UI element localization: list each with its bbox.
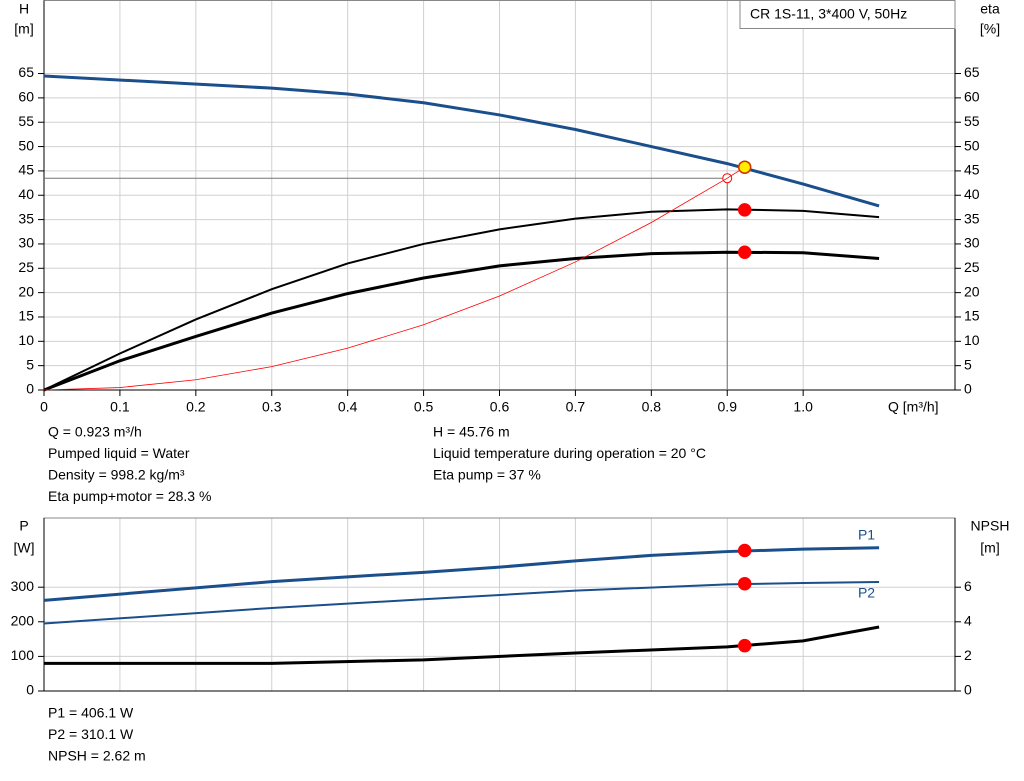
info-text: Pumped liquid = Water xyxy=(48,445,190,461)
operating-point xyxy=(737,203,752,217)
operating-point xyxy=(737,638,752,653)
y-tick-label: 10 xyxy=(18,332,34,348)
curve xyxy=(43,208,880,391)
y2-tick-label: 4 xyxy=(964,613,972,629)
info-text: Eta pump+motor = 28.3 % xyxy=(48,488,211,504)
y2-axis-label: eta xyxy=(980,1,1000,17)
x-axis-label: Q [m³/h] xyxy=(888,399,939,415)
info-text: P1 = 406.1 W xyxy=(48,705,134,721)
x-tick-label: 0 xyxy=(40,399,48,415)
y-axis-label: H xyxy=(19,1,29,17)
y2-axis-unit: [%] xyxy=(980,21,1000,37)
y-tick-label: 40 xyxy=(18,186,34,202)
x-tick-label: 0.3 xyxy=(262,399,282,415)
y-tick-label: 30 xyxy=(18,235,34,251)
y-tick-label: 5 xyxy=(26,356,34,372)
curve xyxy=(44,625,880,665)
y2-axis-unit: [m] xyxy=(980,540,999,556)
chart-title: CR 1S-11, 3*400 V, 50Hz xyxy=(750,6,907,22)
info-text: Density = 998.2 kg/m³ xyxy=(48,467,185,483)
y-tick-label: 50 xyxy=(18,137,34,153)
curve xyxy=(43,166,745,391)
info-text: P2 = 310.1 W xyxy=(48,726,134,742)
info-text: Liquid temperature during operation = 20… xyxy=(433,445,706,461)
y-axis-unit: [W] xyxy=(14,540,35,556)
operating-point xyxy=(737,160,752,174)
info-text: NPSH = 2.62 m xyxy=(48,748,146,764)
x-tick-label: 0.1 xyxy=(110,399,130,415)
curve xyxy=(43,250,880,392)
y-tick-label: 55 xyxy=(18,113,34,129)
y2-tick-label: 55 xyxy=(964,113,980,129)
y-tick-label: 0 xyxy=(26,381,34,397)
y2-tick-label: 35 xyxy=(964,210,980,226)
y2-tick-label: 5 xyxy=(964,356,972,372)
x-tick-label: 0.4 xyxy=(338,399,358,415)
y2-tick-label: 10 xyxy=(964,332,980,348)
y-tick-label: 60 xyxy=(18,89,34,105)
x-tick-label: 0.2 xyxy=(186,399,206,415)
x-tick-label: 0.9 xyxy=(718,399,738,415)
x-tick-label: 1.0 xyxy=(793,399,813,415)
y2-tick-label: 65 xyxy=(964,64,980,80)
info-text: Eta pump = 37 % xyxy=(433,467,541,483)
y2-tick-label: 30 xyxy=(964,235,980,251)
y-tick-label: 65 xyxy=(18,64,34,80)
y2-tick-label: 40 xyxy=(964,186,980,202)
y-tick-label: 25 xyxy=(18,259,34,275)
x-tick-label: 0.8 xyxy=(642,399,662,415)
y2-tick-label: 2 xyxy=(964,647,972,663)
y2-tick-label: 60 xyxy=(964,89,980,105)
y2-tick-label: 6 xyxy=(964,578,972,594)
operating-point xyxy=(737,543,752,558)
y-tick-label: 35 xyxy=(18,210,34,226)
info-text: H = 45.76 m xyxy=(433,424,510,440)
y-tick-label: 20 xyxy=(18,283,34,299)
y-tick-label: 15 xyxy=(18,308,34,324)
x-tick-label: 0.6 xyxy=(490,399,510,415)
y2-tick-label: 15 xyxy=(964,308,980,324)
operating-point xyxy=(737,576,752,591)
y-tick-label: 0 xyxy=(26,682,34,698)
y2-tick-label: 45 xyxy=(964,162,980,178)
info-text: Q = 0.923 m³/h xyxy=(48,424,142,440)
y2-tick-label: 25 xyxy=(964,259,980,275)
y2-tick-label: 50 xyxy=(964,137,980,153)
y-tick-label: 100 xyxy=(11,647,35,663)
curve xyxy=(43,581,880,625)
y2-tick-label: 0 xyxy=(964,381,972,397)
series-label: P2 xyxy=(858,585,875,601)
x-tick-label: 0.5 xyxy=(414,399,434,415)
y2-axis-label: NPSH xyxy=(971,518,1010,534)
y2-tick-label: 0 xyxy=(964,682,972,698)
y2-tick-label: 20 xyxy=(964,283,980,299)
series-label: P1 xyxy=(858,526,875,542)
y-axis-label: P xyxy=(19,518,28,534)
y-tick-label: 45 xyxy=(18,162,34,178)
y-axis-unit: [m] xyxy=(14,21,33,37)
y-tick-label: 200 xyxy=(11,613,35,629)
y-tick-label: 300 xyxy=(11,578,35,594)
curve xyxy=(43,546,880,602)
x-tick-label: 0.7 xyxy=(566,399,586,415)
operating-point xyxy=(737,245,752,259)
curve xyxy=(43,74,880,208)
legend-box xyxy=(739,0,956,29)
